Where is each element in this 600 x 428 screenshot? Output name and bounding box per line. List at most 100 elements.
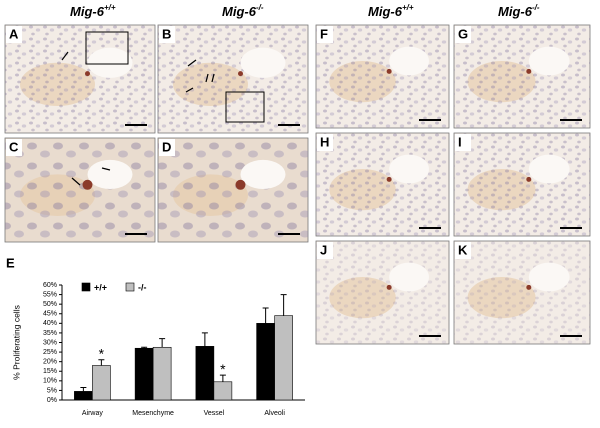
column-header: Mig-6-/-: [498, 3, 540, 19]
y-tick-label: 15%: [43, 368, 57, 375]
micrograph: K: [453, 240, 591, 345]
error-bar: [159, 338, 166, 348]
bar: [256, 323, 275, 401]
arrow: [71, 177, 81, 186]
bar: [134, 347, 154, 401]
header-text: Mig-6: [70, 4, 105, 19]
cell-texture: [316, 25, 449, 128]
column-header: Mig-6+/+: [368, 3, 414, 19]
lumen: [87, 47, 133, 78]
cell-texture: [454, 133, 590, 236]
cell-texture: [158, 25, 308, 133]
cell-texture: [454, 25, 590, 128]
panel-label: E: [6, 255, 15, 270]
column-header: Mig-6+/+: [70, 3, 116, 19]
header-superscript: -/-: [256, 3, 264, 12]
x-tick-label: Alveoli: [264, 410, 285, 417]
arrow: [61, 51, 69, 61]
x-tick-label: Airway: [82, 410, 104, 417]
x-tick-label: Mesenchyme: [132, 410, 174, 417]
cell-texture: [316, 133, 449, 236]
inset-box: [225, 91, 265, 123]
lumen: [528, 46, 570, 76]
legend-label: -/-: [138, 282, 147, 292]
panel-label: J: [320, 242, 327, 257]
header-superscript: +/+: [104, 3, 116, 12]
micrograph: J: [315, 240, 450, 345]
y-tick-label: 60%: [43, 282, 57, 289]
error-bar: [201, 332, 208, 347]
lumen: [87, 159, 133, 189]
micrograph: F: [315, 24, 450, 129]
stained-cell: [526, 68, 532, 74]
y-tick-label: 35%: [43, 330, 57, 337]
panel-label-box: [455, 134, 471, 151]
micrograph: C: [4, 137, 156, 243]
panel-label-box: [6, 26, 22, 43]
error-bar: [262, 307, 269, 324]
error-bar: [280, 294, 287, 316]
y-tick-label: 50%: [43, 301, 57, 308]
y-tick-label: 55%: [43, 291, 57, 298]
panel-label-box: [317, 242, 333, 259]
inset-box: [85, 31, 129, 65]
stained-cell: [526, 284, 532, 290]
micrograph: H: [315, 132, 450, 237]
panel-label: D: [162, 139, 171, 154]
header-superscript: +/+: [402, 3, 414, 12]
significance-marker: *: [220, 361, 226, 377]
bar: [274, 315, 293, 401]
arrow: [187, 59, 197, 67]
panel-label: C: [9, 139, 19, 154]
stained-cell: [526, 176, 532, 182]
lumen: [528, 262, 570, 292]
header-text: Mig-6: [368, 4, 403, 19]
panel-label: G: [458, 26, 468, 41]
stained-cell: [82, 179, 93, 190]
error-bar: [98, 359, 105, 366]
bar: [195, 346, 215, 401]
arrow: [101, 167, 111, 171]
y-axis-label: % Proliferating cells: [11, 305, 21, 380]
stained-cell: [386, 68, 392, 74]
micrograph: I: [453, 132, 591, 237]
y-tick-label: 0%: [47, 397, 57, 404]
header-text: Mig-6: [498, 4, 533, 19]
bar: [213, 381, 233, 401]
lumen: [389, 262, 430, 292]
panel-label: I: [458, 134, 462, 149]
legend-label: +/+: [94, 282, 107, 292]
panel-label-box: [159, 26, 175, 43]
stained-cell: [85, 71, 90, 77]
lumen: [240, 47, 286, 78]
stained-cell: [238, 71, 243, 77]
panel-label: B: [162, 26, 171, 41]
stained-cell: [235, 179, 246, 190]
lumen: [389, 154, 430, 184]
micrograph: A: [4, 24, 156, 134]
y-tick-label: 20%: [43, 359, 57, 366]
y-tick-label: 45%: [43, 311, 57, 318]
y-tick-label: 40%: [43, 320, 57, 327]
arrow: [185, 87, 194, 93]
header-superscript: -/-: [532, 3, 540, 12]
arrow: [205, 73, 209, 83]
x-tick-label: Vessel: [204, 410, 225, 417]
micrograph: B: [157, 24, 309, 134]
panel-label-box: [159, 139, 175, 156]
stained-cell: [386, 284, 392, 290]
micrograph: G: [453, 24, 591, 129]
arrow: [211, 73, 215, 83]
panel-label: A: [9, 26, 19, 41]
column-header: Mig-6-/-: [222, 3, 264, 19]
cell-texture: [316, 241, 449, 344]
error-bar: [141, 346, 148, 349]
y-tick-label: 30%: [43, 339, 57, 346]
y-tick-label: 5%: [47, 387, 57, 394]
micrograph: D: [157, 137, 309, 243]
bar: [74, 391, 93, 401]
cell-texture: [5, 138, 155, 242]
panel-label-box: [455, 26, 471, 43]
cell-texture: [454, 241, 590, 344]
